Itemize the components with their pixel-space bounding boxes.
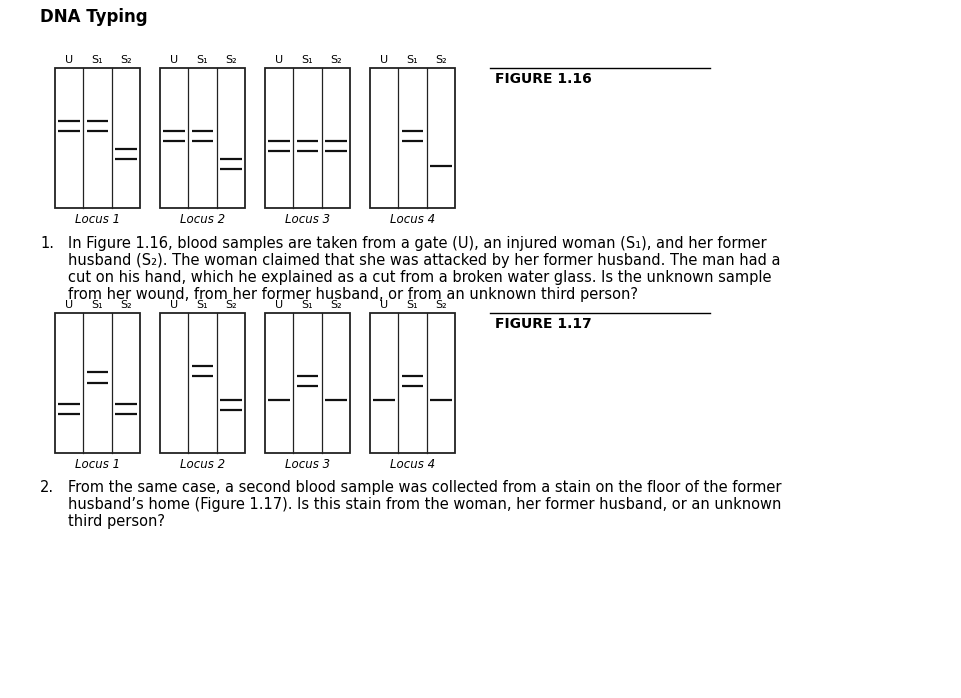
Text: U: U	[65, 55, 73, 65]
Text: husband’s home (Figure 1.17). Is this stain from the woman, her former husband, : husband’s home (Figure 1.17). Is this st…	[68, 497, 781, 512]
Text: S₁: S₁	[302, 55, 313, 65]
Text: from her wound, from her former husband, or from an unknown third person?: from her wound, from her former husband,…	[68, 287, 638, 302]
Text: Locus 1: Locus 1	[75, 213, 120, 226]
Text: S₂: S₂	[330, 55, 342, 65]
Text: 1.: 1.	[40, 236, 54, 251]
Text: husband (S₂). The woman claimed that she was attacked by her former husband. The: husband (S₂). The woman claimed that she…	[68, 253, 780, 268]
Text: Locus 3: Locus 3	[285, 213, 330, 226]
Bar	[370, 68, 455, 208]
Bar	[265, 313, 350, 453]
Text: Locus 3: Locus 3	[285, 458, 330, 471]
Text: U: U	[170, 55, 178, 65]
Text: FIGURE 1.17: FIGURE 1.17	[495, 317, 592, 331]
Text: U: U	[275, 300, 283, 310]
Bar	[160, 313, 245, 453]
Text: In Figure 1.16, blood samples are taken from a gate (U), an injured woman (S₁), : In Figure 1.16, blood samples are taken …	[68, 236, 767, 251]
Text: Locus 4: Locus 4	[390, 458, 435, 471]
Text: S₁: S₁	[407, 300, 418, 310]
Text: S₂: S₂	[225, 300, 236, 310]
Bar	[55, 68, 140, 208]
Text: S₁: S₁	[407, 55, 418, 65]
Text: S₁: S₁	[302, 300, 313, 310]
Text: S₂: S₂	[120, 300, 132, 310]
Bar	[160, 68, 245, 208]
Text: DNA Typing: DNA Typing	[40, 8, 148, 26]
Text: S₁: S₁	[197, 55, 209, 65]
Text: S₂: S₂	[120, 55, 132, 65]
Text: Locus 1: Locus 1	[75, 458, 120, 471]
Text: third person?: third person?	[68, 514, 165, 529]
Text: S₂: S₂	[435, 55, 447, 65]
Bar	[370, 313, 455, 453]
Text: S₂: S₂	[225, 55, 236, 65]
Bar	[55, 313, 140, 453]
Text: S₁: S₁	[197, 300, 209, 310]
Text: S₂: S₂	[330, 300, 342, 310]
Bar	[265, 68, 350, 208]
Text: S₁: S₁	[91, 300, 104, 310]
Text: From the same case, a second blood sample was collected from a stain on the floo: From the same case, a second blood sampl…	[68, 480, 781, 495]
Text: Locus 2: Locus 2	[180, 458, 225, 471]
Text: Locus 2: Locus 2	[180, 213, 225, 226]
Text: U: U	[65, 300, 73, 310]
Text: U: U	[381, 300, 388, 310]
Text: Locus 4: Locus 4	[390, 213, 435, 226]
Text: U: U	[381, 55, 388, 65]
Text: U: U	[275, 55, 283, 65]
Text: FIGURE 1.16: FIGURE 1.16	[495, 72, 592, 86]
Text: S₂: S₂	[435, 300, 447, 310]
Text: cut on his hand, which he explained as a cut from a broken water glass. Is the u: cut on his hand, which he explained as a…	[68, 270, 772, 285]
Text: 2.: 2.	[40, 480, 54, 495]
Text: U: U	[170, 300, 178, 310]
Text: S₁: S₁	[91, 55, 104, 65]
